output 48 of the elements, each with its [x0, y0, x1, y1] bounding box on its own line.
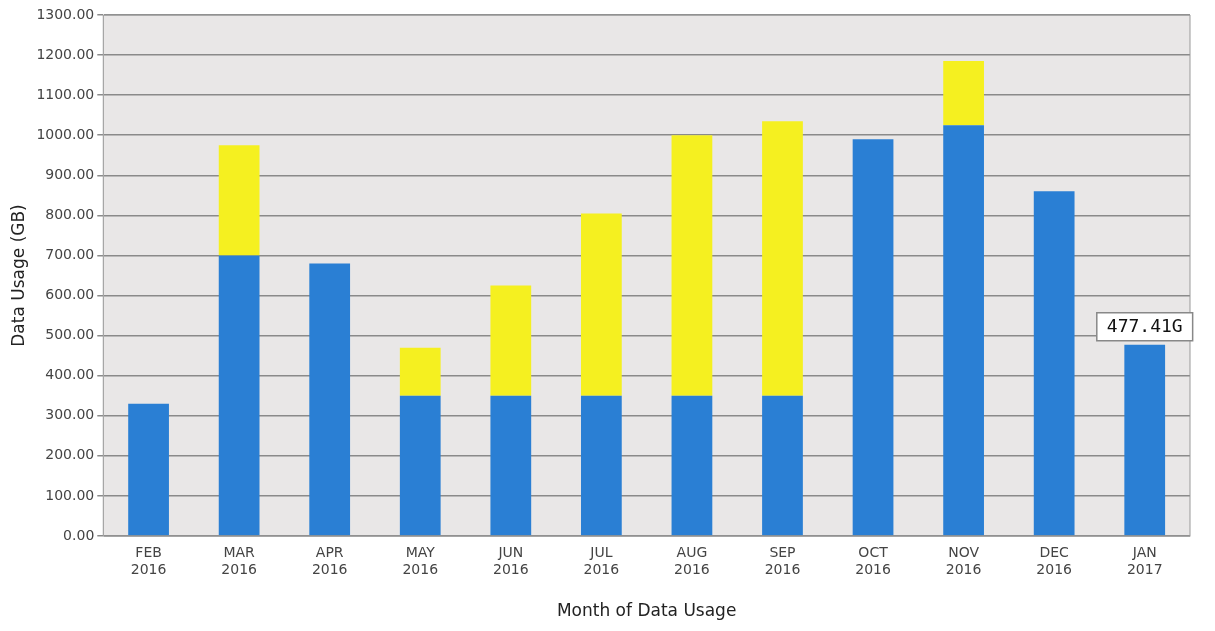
y-tick-label: 0.00: [63, 526, 95, 543]
bar: [1033, 191, 1075, 536]
annotation: 477.41G: [1106, 315, 1183, 337]
x-tick-label: FEB 2016: [130, 544, 167, 577]
bar: [852, 139, 894, 536]
bar: [1124, 344, 1166, 536]
y-tick-label: 900.00: [45, 165, 95, 182]
bar: [218, 255, 260, 536]
bar: [762, 395, 803, 536]
y-tick-label: 300.00: [45, 406, 95, 423]
x-tick-label: OCT 2016: [855, 544, 891, 577]
bar: [580, 395, 622, 536]
y-tick-label: 600.00: [45, 286, 95, 303]
bar: [490, 285, 532, 396]
y-tick-label: 1200.00: [36, 45, 95, 62]
y-axis-title: Data Usage (GB): [7, 204, 28, 347]
bar: [399, 347, 441, 396]
bar: [671, 135, 713, 396]
bar: [943, 61, 984, 126]
y-tick-label: 100.00: [45, 486, 95, 503]
y-tick-label: 700.00: [45, 246, 95, 263]
bar: [218, 145, 260, 256]
x-tick-label: APR 2016: [311, 544, 348, 577]
x-tick-label: AUG 2016: [674, 544, 710, 577]
bar: [399, 395, 441, 536]
y-tick-label: 500.00: [45, 326, 95, 343]
y-tick-label: 1100.00: [36, 85, 95, 102]
x-tick-label: NOV 2016: [945, 544, 982, 577]
bar: [943, 125, 984, 536]
x-axis-title: Month of Data Usage: [556, 600, 737, 621]
x-tick-label: JAN 2017: [1126, 544, 1163, 577]
x-tick-label: MAR 2016: [221, 544, 258, 577]
x-tick-label: MAY 2016: [402, 544, 439, 577]
x-tick-label: DEC 2016: [1036, 544, 1073, 577]
bar: [490, 395, 532, 536]
bar: [128, 403, 169, 536]
x-tick-label: JUN 2016: [492, 544, 529, 577]
bar: [580, 213, 622, 396]
y-tick-label: 800.00: [45, 206, 95, 223]
x-tick-label: SEP 2016: [764, 544, 801, 577]
y-tick-label: 1000.00: [36, 125, 95, 142]
y-tick-label: 200.00: [45, 446, 95, 463]
y-tick-label: 400.00: [45, 366, 95, 383]
y-tick-label: 1300.00: [36, 5, 95, 22]
bar: [762, 121, 803, 396]
x-tick-label: JUL 2016: [583, 544, 620, 577]
bar: [309, 263, 351, 536]
bar: [671, 395, 713, 536]
